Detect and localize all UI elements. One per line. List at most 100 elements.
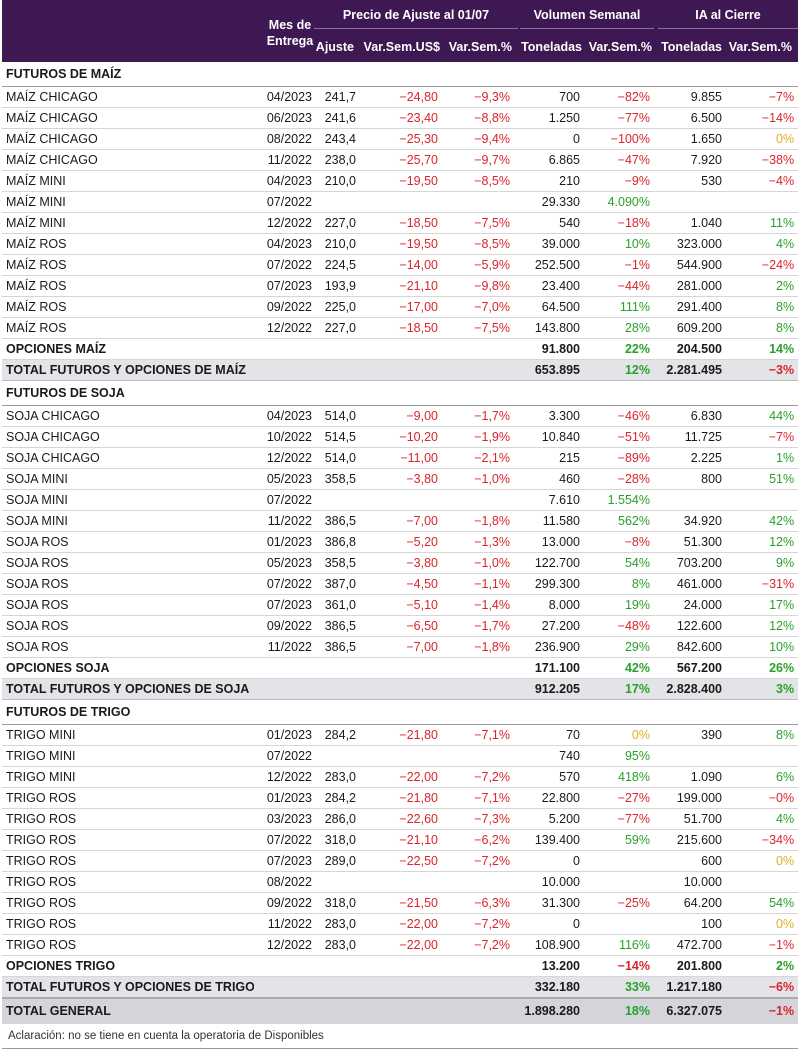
settle-price <box>316 871 360 893</box>
delivery-month: 12/2022 <box>254 934 316 956</box>
weekly-change-pct: −7,5% <box>442 212 514 234</box>
weekly-change-pct: −9,8% <box>442 275 514 297</box>
settle-price: 224,5 <box>316 254 360 276</box>
product-name: MAÍZ MINI <box>2 212 254 234</box>
weekly-change-pct: −1,7% <box>442 405 514 427</box>
delivery-month: 07/2022 <box>254 191 316 213</box>
open-interest-tons: 6.830 <box>654 405 726 427</box>
open-interest-tons: 323.000 <box>654 233 726 255</box>
open-interest-change: −4% <box>726 170 799 192</box>
weekly-change-pct: −7,2% <box>442 913 514 935</box>
open-interest-tons: 10.000 <box>654 871 726 893</box>
table-row: MAÍZ MINI 04/2023 210,0 −19,50 −8,5% 210 −9% 53… <box>2 170 799 192</box>
weekly-volume-change: 1.554% <box>584 489 654 511</box>
section-title: FUTUROS DE SOJA <box>2 380 799 406</box>
settle-price <box>316 955 360 977</box>
product-name: SOJA ROS <box>2 615 254 637</box>
settle-price: 289,0 <box>316 850 360 872</box>
open-interest-tons: 122.600 <box>654 615 726 637</box>
table-row: TRIGO MINI 01/2023 284,2 −21,80 −7,1% 70 0% 390… <box>2 724 799 746</box>
settle-price: 241,6 <box>316 107 360 129</box>
delivery-month: 08/2022 <box>254 128 316 150</box>
weekly-volume-change: −100% <box>584 128 654 150</box>
table-row: SOJA CHICAGO 12/2022 514,0 −11,00 −2,1% 215 −8… <box>2 447 799 469</box>
table-header: Mes de Entrega Precio de Ajuste al 01/07… <box>2 0 798 62</box>
settle-price <box>316 745 360 767</box>
options-row: OPCIONES MAÍZ 91.800 22% 204.500 14% <box>2 338 799 360</box>
settle-price: 283,0 <box>316 934 360 956</box>
settle-price: 358,5 <box>316 468 360 490</box>
weekly-change-pct <box>442 871 514 893</box>
section-header: FUTUROS DE SOJA <box>2 380 799 406</box>
weekly-volume-tons: 215 <box>514 447 584 469</box>
settle-price: 514,5 <box>316 426 360 448</box>
weekly-change-pct: −8,5% <box>442 170 514 192</box>
weekly-volume-tons: 10.000 <box>514 871 584 893</box>
settle-price <box>316 191 360 213</box>
weekly-volume-tons: 31.300 <box>514 892 584 914</box>
settle-price: 318,0 <box>316 892 360 914</box>
weekly-volume-change: 562% <box>584 510 654 532</box>
weekly-change-usd <box>360 871 442 893</box>
table-row: MAÍZ ROS 04/2023 210,0 −19,50 −8,5% 39.000 10%… <box>2 233 799 255</box>
settle-price <box>316 678 360 700</box>
weekly-volume-tons: 23.400 <box>514 275 584 297</box>
table-row: MAÍZ CHICAGO 04/2023 241,7 −24,80 −9,3% 700 −8… <box>2 86 799 108</box>
product-name: TRIGO MINI <box>2 724 254 746</box>
product-name: TRIGO ROS <box>2 913 254 935</box>
table-row: SOJA ROS 11/2022 386,5 −7,00 −1,8% 236.900 29%… <box>2 636 799 658</box>
table-row: SOJA MINI 11/2022 386,5 −7,00 −1,8% 11.580 562… <box>2 510 799 532</box>
product-name: MAÍZ CHICAGO <box>2 149 254 171</box>
product-name: SOJA ROS <box>2 636 254 658</box>
settle-price: 361,0 <box>316 594 360 616</box>
open-interest-tons: 24.000 <box>654 594 726 616</box>
delivery-month: 09/2022 <box>254 892 316 914</box>
weekly-volume-change: 33% <box>584 976 654 999</box>
product-name: MAÍZ ROS <box>2 254 254 276</box>
weekly-volume-tons: 139.400 <box>514 829 584 851</box>
weekly-volume-change: −82% <box>584 86 654 108</box>
product-name: SOJA CHICAGO <box>2 426 254 448</box>
weekly-change-usd: −21,80 <box>360 787 442 809</box>
weekly-change-usd: −21,80 <box>360 724 442 746</box>
weekly-change-pct <box>442 359 514 381</box>
open-interest-change: 12% <box>726 531 799 553</box>
weekly-change-pct: −7,3% <box>442 808 514 830</box>
weekly-change-pct: −1,0% <box>442 552 514 574</box>
product-name: TRIGO ROS <box>2 934 254 956</box>
header-vol-var: Var.Sem.% <box>588 40 652 54</box>
weekly-change-pct <box>442 997 514 1024</box>
product-name: SOJA CHICAGO <box>2 405 254 427</box>
open-interest-tons: 530 <box>654 170 726 192</box>
delivery-month: 04/2023 <box>254 170 316 192</box>
weekly-volume-tons: 5.200 <box>514 808 584 830</box>
open-interest-change: 8% <box>726 724 799 746</box>
open-interest-change: 3% <box>726 678 799 700</box>
open-interest-tons: 204.500 <box>654 338 726 360</box>
weekly-volume-tons: 236.900 <box>514 636 584 658</box>
weekly-change-usd: −22,00 <box>360 766 442 788</box>
weekly-volume-tons: 70 <box>514 724 584 746</box>
weekly-volume-tons: 332.180 <box>514 976 584 999</box>
weekly-change-usd <box>360 359 442 381</box>
product-name: SOJA CHICAGO <box>2 447 254 469</box>
delivery-month: 12/2022 <box>254 317 316 339</box>
weekly-change-usd: −18,50 <box>360 317 442 339</box>
weekly-change-pct: −7,2% <box>442 766 514 788</box>
weekly-volume-change: 22% <box>584 338 654 360</box>
weekly-change-pct <box>442 489 514 511</box>
weekly-change-usd: −22,50 <box>360 850 442 872</box>
open-interest-tons: 11.725 <box>654 426 726 448</box>
product-name: MAÍZ CHICAGO <box>2 107 254 129</box>
settle-price: 284,2 <box>316 787 360 809</box>
settle-price: 286,0 <box>316 808 360 830</box>
delivery-month: 07/2022 <box>254 489 316 511</box>
grand-total-row: TOTAL GENERAL 1.898.280 18% 6.327.075 −1% <box>2 997 799 1024</box>
weekly-change-usd: −19,50 <box>360 233 442 255</box>
weekly-volume-tons: 740 <box>514 745 584 767</box>
weekly-volume-change: 42% <box>584 657 654 679</box>
open-interest-change <box>726 489 799 511</box>
table-row: SOJA CHICAGO 04/2023 514,0 −9,00 −1,7% 3.300−… <box>2 405 799 427</box>
weekly-volume-tons: 6.865 <box>514 149 584 171</box>
weekly-volume-tons: 91.800 <box>514 338 584 360</box>
